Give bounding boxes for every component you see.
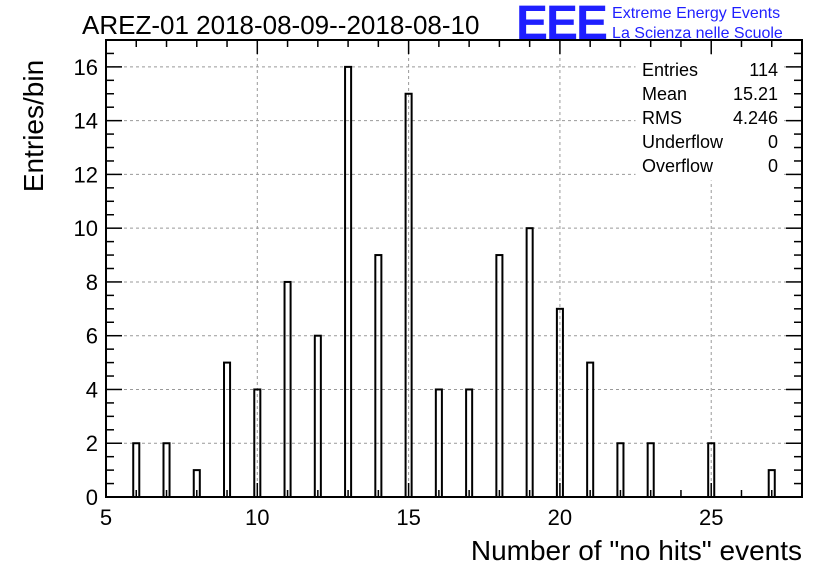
- histogram-bar: [646, 442, 655, 498]
- stats-row-underflow: Underflow 0: [636, 130, 782, 154]
- stats-value: 4.246: [732, 108, 778, 128]
- x-tick-label: 15: [396, 505, 420, 530]
- y-tick-label: 12: [74, 162, 98, 187]
- histogram-bar: [525, 227, 534, 498]
- x-axis-label: Number of "no hits" events: [470, 535, 802, 566]
- logo-line-1: Extreme Energy Events: [612, 5, 781, 22]
- histogram-bar: [374, 254, 383, 498]
- stats-box-background: [635, 55, 783, 181]
- stats-row-entries: Entries 114: [636, 58, 782, 82]
- y-tick-label: 8: [86, 270, 98, 295]
- histogram-bar: [313, 334, 322, 498]
- y-tick-label: 4: [86, 377, 98, 402]
- histogram-bar: [465, 388, 474, 498]
- eee-logo: EEE Extreme Energy Events La Scienza nel…: [516, 0, 783, 50]
- y-tick-label: 16: [74, 55, 98, 80]
- stats-label: Overflow: [642, 156, 714, 176]
- y-tick-label: 6: [86, 324, 98, 349]
- histogram-bar: [162, 442, 171, 498]
- stats-row-mean: Mean 15.21: [636, 82, 782, 106]
- stats-row-overflow: Overflow 0: [636, 154, 782, 178]
- stats-value: 114: [749, 60, 778, 80]
- y-tick-label: 2: [86, 431, 98, 456]
- logo-line-2: La Scienza nelle Scuole: [612, 25, 783, 42]
- y-tick-label: 10: [74, 216, 98, 241]
- x-tick-label: 20: [548, 505, 572, 530]
- eee-logo-text: Extreme Energy Events La Scienza nelle S…: [612, 4, 783, 44]
- histogram-bar: [616, 442, 625, 498]
- stats-label: Mean: [642, 84, 688, 104]
- histogram-bar: [586, 361, 595, 498]
- y-tick-label: 0: [86, 485, 98, 510]
- y-axis-label: Entries/bin: [18, 59, 49, 193]
- y-tick-label: 14: [74, 109, 98, 134]
- x-tick-label: 5: [100, 505, 112, 530]
- stats-row-rms: RMS 4.246: [636, 106, 782, 130]
- stats-label: Entries: [642, 60, 699, 80]
- x-tick-label: 10: [245, 505, 269, 530]
- chart-title: AREZ-01 2018-08-09--2018-08-10: [82, 10, 480, 40]
- stats-box: Entries 114 Mean 15.21 RMS 4.246 Underfl…: [636, 58, 782, 178]
- histogram-bar: [223, 361, 232, 498]
- x-tick-label: 25: [699, 505, 723, 530]
- stats-label: Underflow: [642, 132, 724, 152]
- stats-label: RMS: [642, 108, 682, 128]
- histogram-bar: [132, 442, 141, 498]
- eee-logo-mark: EEE: [516, 0, 608, 50]
- stats-value: 0: [767, 156, 778, 176]
- stats-value: 15.21: [732, 84, 778, 104]
- stats-value: 0: [767, 132, 778, 152]
- histogram-bar: [495, 254, 504, 498]
